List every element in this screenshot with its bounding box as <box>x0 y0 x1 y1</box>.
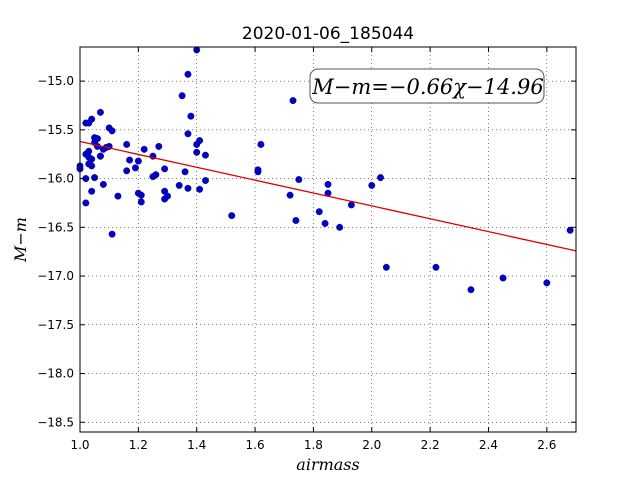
data-point <box>96 108 104 116</box>
x-tick-label: 1.8 <box>304 438 323 452</box>
data-point <box>202 177 209 184</box>
y-tick-label: −18.5 <box>37 415 74 429</box>
data-point <box>88 115 96 123</box>
data-point <box>123 167 131 175</box>
x-tick-label: 2.4 <box>479 438 498 452</box>
data-point <box>123 141 131 148</box>
data-point <box>193 148 201 156</box>
data-point <box>108 127 116 135</box>
x-tick-label: 1.0 <box>70 438 89 452</box>
data-point <box>155 142 163 150</box>
data-point <box>321 219 329 227</box>
data-point <box>187 112 195 120</box>
data-point <box>82 199 90 207</box>
data-point <box>336 223 344 231</box>
grid <box>79 47 576 432</box>
fit-line-group <box>79 140 577 252</box>
data-point <box>181 168 189 176</box>
y-tick-label: −16.5 <box>37 220 74 234</box>
data-point <box>134 157 142 165</box>
data-point <box>175 181 183 189</box>
chart-title: 2020-01-06_185044 <box>242 24 414 44</box>
y-tick-label: −18.0 <box>37 367 74 381</box>
data-point <box>566 226 574 234</box>
data-point <box>286 191 294 199</box>
fit-line <box>79 140 577 252</box>
x-tick-label: 1.2 <box>129 438 148 452</box>
x-tick-label: 2.0 <box>362 438 381 452</box>
fit-equation-frame <box>309 68 545 104</box>
data-point <box>202 151 209 159</box>
data-point <box>131 164 139 172</box>
data-point <box>257 141 265 148</box>
data-point <box>432 263 440 271</box>
x-tick-label: 1.6 <box>246 438 265 452</box>
data-point <box>382 263 390 271</box>
data-point <box>140 145 148 153</box>
data-point <box>292 217 300 224</box>
data-point <box>108 230 116 238</box>
y-tick-label: −17.0 <box>37 269 74 283</box>
data-point <box>94 135 101 143</box>
y-tick-label: −15.5 <box>37 123 74 137</box>
data-point <box>114 192 122 200</box>
data-point <box>228 212 236 220</box>
data-point <box>161 165 169 173</box>
data-point <box>91 174 99 182</box>
x-tick-label: 2.2 <box>421 438 440 452</box>
data-point <box>88 162 96 170</box>
data-point <box>178 92 186 100</box>
data-point <box>315 208 323 216</box>
data-point <box>137 198 145 206</box>
y-axis-label: M−m <box>11 217 30 263</box>
data-point <box>289 97 297 105</box>
data-point <box>88 155 96 163</box>
data-point <box>85 147 93 155</box>
x-axis-label: airmass <box>296 455 359 474</box>
data-point <box>254 166 262 174</box>
data-series <box>76 46 574 294</box>
x-tick-label: 2.6 <box>537 438 556 452</box>
data-point <box>99 180 107 188</box>
data-point <box>184 130 192 138</box>
data-point <box>324 180 332 188</box>
fit-equation-box: M−m=−0.66χ−14.96 <box>309 68 545 104</box>
data-point <box>196 185 204 193</box>
data-point <box>196 137 204 145</box>
data-point <box>164 192 171 200</box>
x-tick-label: 1.4 <box>187 438 206 452</box>
data-point <box>152 171 160 179</box>
data-point <box>368 181 376 189</box>
data-point <box>137 191 145 199</box>
data-point <box>184 184 192 192</box>
fit-equation: M−m=−0.66χ−14.96 <box>311 75 543 99</box>
ticks: 1.0 1.2 1.4 1.6 1.8 2.0 2.2 2.4 2.6 −15.0 −15.5 −16… <box>37 47 576 452</box>
y-tick-label: −17.5 <box>37 318 74 332</box>
data-point <box>543 279 551 287</box>
data-point <box>377 174 384 182</box>
plot-frame <box>79 46 577 433</box>
y-tick-label: −16.0 <box>37 172 74 186</box>
data-point <box>88 187 96 195</box>
data-point <box>184 70 192 78</box>
data-point <box>96 152 104 160</box>
data-point <box>295 176 303 184</box>
y-tick-label: −15.0 <box>37 74 74 88</box>
data-point <box>499 274 507 282</box>
data-point <box>467 286 475 294</box>
data-point <box>347 201 355 209</box>
data-point <box>126 156 134 164</box>
